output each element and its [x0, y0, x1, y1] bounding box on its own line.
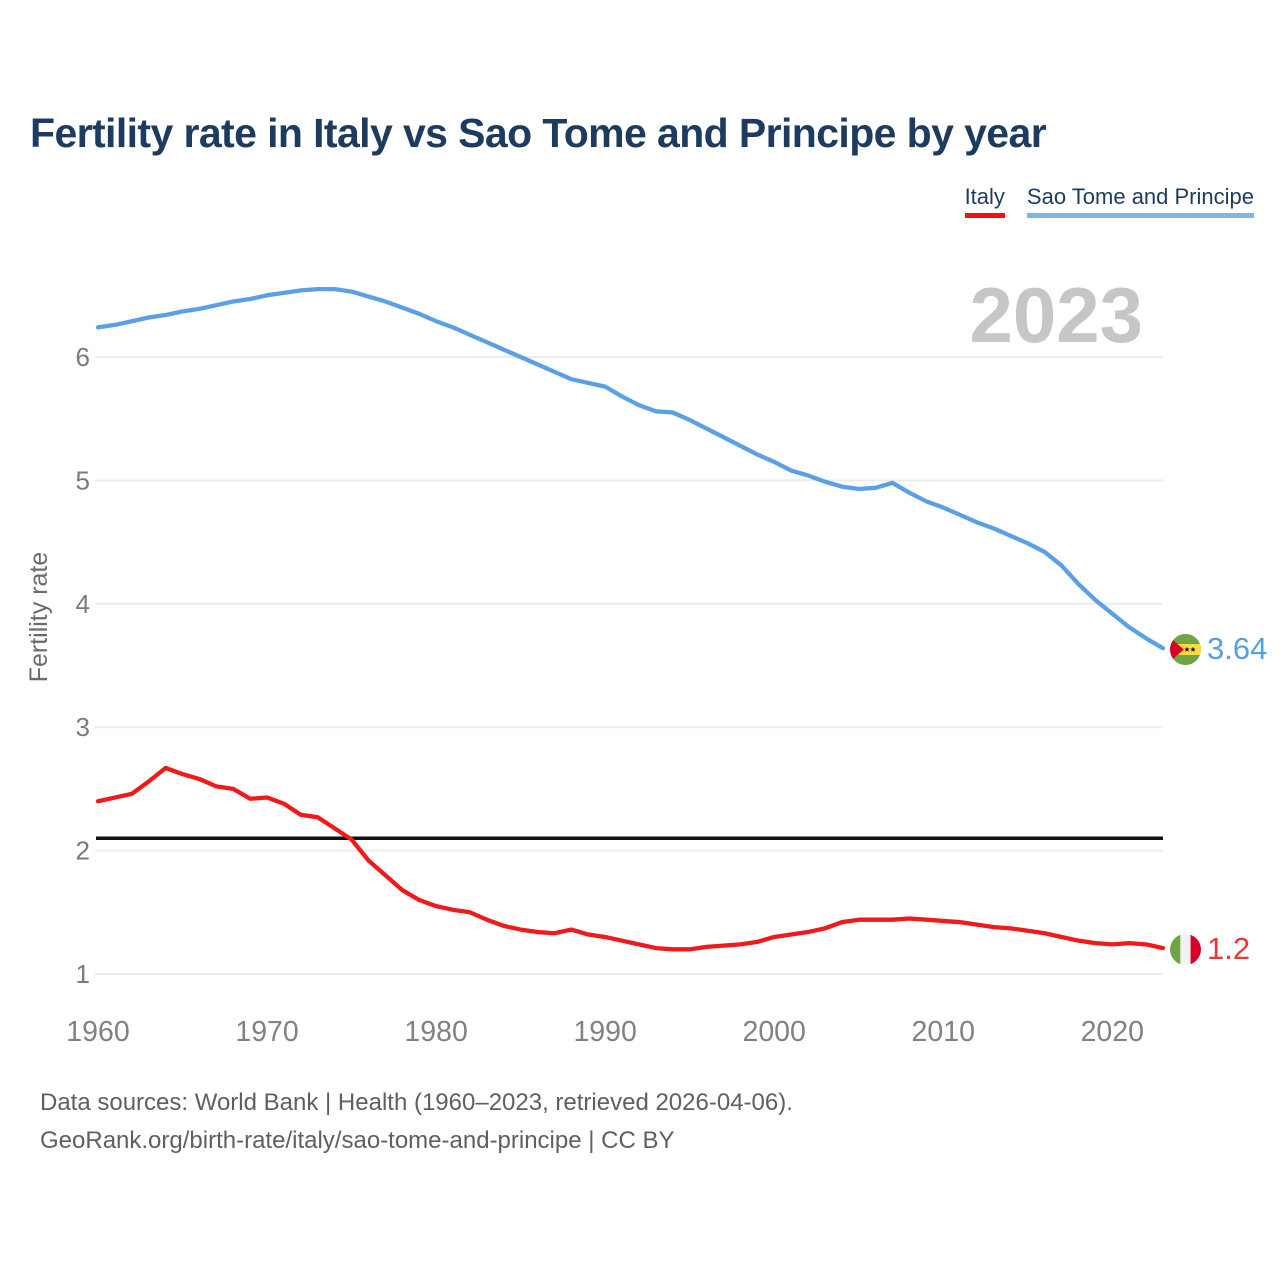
x-tick-label: 2000	[742, 1016, 805, 1048]
footer-credit-line: GeoRank.org/birth-rate/italy/sao-tome-an…	[40, 1127, 675, 1154]
x-tick-label: 1990	[573, 1016, 636, 1048]
y-axis-title: Fertility rate	[25, 552, 53, 683]
sao-tome-end-value: 3.64	[1207, 631, 1268, 666]
footer: Data sources: World Bank | Health (1960–…	[40, 1084, 793, 1160]
x-tick-label: 2020	[1081, 1016, 1144, 1048]
series-line-italy[interactable]	[95, 765, 1166, 952]
x-tick-label: 1960	[66, 1016, 129, 1048]
legend: Italy Sao Tome and Principe	[964, 184, 1254, 218]
legend-color-bar-italy	[964, 213, 1005, 218]
italy-end-value: 1.2	[1207, 931, 1251, 966]
x-tick-label: 1980	[404, 1016, 467, 1048]
italy-end-label: 1.2	[1170, 931, 1250, 967]
y-tick-label: 3	[76, 712, 90, 742]
sao-tome-flag-icon	[1170, 633, 1201, 665]
legend-label-sao-tome: Sao Tome and Principe	[1026, 184, 1254, 209]
x-tick-label: 1970	[235, 1016, 298, 1048]
italy-flag-icon	[1170, 933, 1201, 965]
chart-title: Fertility rate in Italy vs Sao Tome and …	[30, 110, 1047, 156]
legend-color-bar-sao-tome	[1026, 213, 1254, 218]
footer-source-line: Data sources: World Bank | Health (1960–…	[40, 1089, 793, 1116]
year-watermark: 2023	[969, 271, 1143, 359]
x-tick-label: 2010	[912, 1016, 975, 1048]
y-tick-label: 6	[76, 342, 90, 372]
legend-item-sao-tome[interactable]: Sao Tome and Principe	[1026, 184, 1254, 218]
y-tick-label: 1	[76, 959, 90, 989]
legend-item-italy[interactable]: Italy	[964, 184, 1005, 218]
y-tick-label: 2	[76, 836, 90, 866]
sao-tome-end-label: 3.64	[1170, 631, 1267, 667]
series-line-sao-tome-and-principe[interactable]	[95, 286, 1166, 651]
y-tick-label: 5	[76, 465, 90, 495]
y-tick-label: 4	[76, 589, 90, 619]
legend-label-italy: Italy	[964, 184, 1005, 209]
